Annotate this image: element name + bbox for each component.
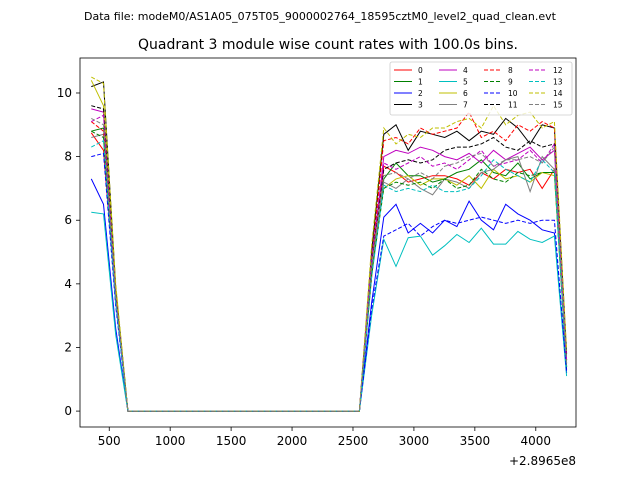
series-line-15 bbox=[91, 117, 568, 412]
y-tick-label: 6 bbox=[64, 213, 72, 227]
legend-label-14: 14 bbox=[553, 89, 563, 98]
legend-label-13: 13 bbox=[553, 78, 563, 87]
legend-label-3: 3 bbox=[418, 101, 423, 110]
legend-label-8: 8 bbox=[508, 66, 513, 75]
legend-label-15: 15 bbox=[553, 101, 563, 110]
chart-title: Quadrant 3 module wise count rates with … bbox=[138, 37, 518, 53]
x-offset-label: +2.8965e8 bbox=[509, 454, 576, 468]
legend-label-11: 11 bbox=[508, 101, 518, 110]
legend-label-12: 12 bbox=[553, 66, 563, 75]
legend-label-9: 9 bbox=[508, 78, 513, 87]
y-tick-label: 4 bbox=[64, 277, 72, 291]
legend-label-4: 4 bbox=[463, 66, 468, 75]
series-layer bbox=[90, 76, 568, 412]
x-tick-label: 2000 bbox=[277, 434, 308, 448]
y-tick-label: 10 bbox=[57, 86, 72, 100]
x-tick-label: 3000 bbox=[399, 434, 430, 448]
legend-label-1: 1 bbox=[418, 78, 423, 87]
x-tick-label: 1000 bbox=[155, 434, 186, 448]
legend-label-7: 7 bbox=[463, 101, 468, 110]
x-tick-label: 3500 bbox=[460, 434, 491, 448]
axis-layer: 500 1000 1500 2000 2500 3000 3500 4000 0 2 4 6 8 10 bbox=[57, 86, 551, 448]
plot-area bbox=[80, 58, 576, 427]
legend-label-10: 10 bbox=[508, 89, 518, 98]
y-tick-label: 0 bbox=[64, 404, 72, 418]
y-tick-label: 2 bbox=[64, 340, 72, 354]
legend-frame bbox=[389, 61, 573, 116]
legend-label-5: 5 bbox=[463, 78, 468, 87]
legend-label-2: 2 bbox=[418, 89, 423, 98]
x-tick-label: 4000 bbox=[521, 434, 552, 448]
x-tick-label: 1500 bbox=[216, 434, 247, 448]
plot-frame bbox=[79, 57, 577, 428]
figure-suptitle: Data file: modeM0/AS1A05_075T05_90000027… bbox=[84, 10, 557, 23]
legend-label-6: 6 bbox=[463, 89, 468, 98]
x-tick-label: 500 bbox=[98, 434, 121, 448]
x-tick-label: 2500 bbox=[338, 434, 369, 448]
y-tick-label: 8 bbox=[64, 150, 72, 164]
legend-label-0: 0 bbox=[418, 66, 423, 75]
